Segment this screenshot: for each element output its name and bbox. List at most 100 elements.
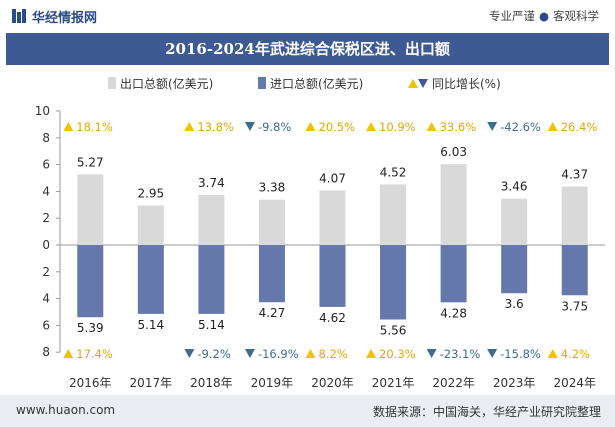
y-tick-label: 10 <box>35 104 50 118</box>
legend-export: 出口总额(亿美元) <box>108 73 213 93</box>
legend-import: 进口总额(亿美元) <box>258 73 363 93</box>
export-value-label: 3.46 <box>501 180 528 194</box>
import-bar <box>501 245 528 294</box>
export-bar <box>198 194 225 245</box>
y-tick-label: 6 <box>42 158 50 172</box>
growth-value-label: -9.8% <box>258 120 291 134</box>
export-value-label: 5.27 <box>77 155 104 169</box>
y-tick-label: 0 <box>42 238 50 252</box>
growth-up-triangle-icon <box>63 349 74 358</box>
import-bar <box>137 245 164 314</box>
logo-icon <box>12 9 26 23</box>
title-band: 2016-2024年武进综合保税区进、出口额 <box>6 33 609 65</box>
x-tick-label: 2018年 <box>190 376 233 390</box>
growth-down-triangle-icon <box>244 122 255 131</box>
import-value-label: 3.75 <box>561 299 588 313</box>
growth-value-label: 20.3% <box>379 347 416 361</box>
legend-import-swatch <box>258 77 266 89</box>
export-bar <box>258 199 285 245</box>
growth-up-triangle-icon <box>547 349 558 358</box>
x-tick-label: 2017年 <box>130 376 173 390</box>
import-value-label: 4.27 <box>259 306 286 320</box>
footer-source: 数据来源：中国海关，华经产业研究院整理 <box>372 405 601 419</box>
import-bar <box>258 245 285 303</box>
x-tick-label: 2019年 <box>251 376 294 390</box>
slogan-right: 客观科学 <box>553 9 599 23</box>
slogan: 专业严谨 ● 客观科学 <box>489 8 599 24</box>
legend: 出口总额(亿美元) 进口总额(亿美元) 同比增长(%) <box>0 73 615 93</box>
growth-value-label: -42.6% <box>500 120 541 134</box>
x-tick-label: 2022年 <box>432 376 475 390</box>
growth-down-triangle-icon <box>244 349 255 358</box>
import-bar <box>77 245 104 318</box>
x-tick-label: 2020年 <box>311 376 354 390</box>
export-value-label: 4.37 <box>561 167 588 181</box>
growth-up-triangle-icon <box>426 122 437 131</box>
legend-growth: 同比增长(%) <box>408 73 501 93</box>
site-name[interactable]: 华经情报网 <box>32 11 98 26</box>
import-bar <box>319 245 346 307</box>
import-value-label: 5.39 <box>77 321 104 335</box>
export-value-label: 4.52 <box>380 165 407 179</box>
export-bar <box>380 184 407 245</box>
growth-value-label: 4.2% <box>561 347 590 361</box>
growth-value-label: 33.6% <box>440 120 477 134</box>
growth-down-triangle-icon <box>487 349 498 358</box>
growth-value-label: 8.2% <box>319 347 348 361</box>
import-value-label: 3.6 <box>505 297 524 311</box>
y-tick-label: 8 <box>42 131 50 145</box>
export-bar <box>137 205 164 245</box>
growth-up-triangle-icon <box>184 122 195 131</box>
growth-value-label: 18.1% <box>76 120 113 134</box>
growth-down-triangle-icon <box>426 349 437 358</box>
growth-value-label: 10.9% <box>379 120 416 134</box>
growth-down-triangle-icon <box>487 122 498 131</box>
growth-value-label: -15.8% <box>500 347 541 361</box>
import-bar <box>561 245 588 296</box>
top-bar: 华经情报网 专业严谨 ● 客观科学 <box>0 0 615 32</box>
growth-up-triangle-icon <box>366 122 377 131</box>
import-value-label: 5.14 <box>137 318 164 332</box>
growth-value-label: -9.2% <box>197 347 230 361</box>
growth-value-label: 26.4% <box>561 120 598 134</box>
slogan-left: 专业严谨 <box>488 9 535 23</box>
export-value-label: 6.03 <box>440 145 467 159</box>
import-value-label: 5.14 <box>198 318 225 332</box>
export-bar <box>319 190 346 245</box>
footer-url[interactable]: www.huaon.com <box>16 403 116 417</box>
growth-up-triangle-icon <box>63 122 74 131</box>
chart-title: 2016-2024年武进综合保税区进、出口额 <box>165 40 450 58</box>
import-value-label: 4.62 <box>319 311 346 325</box>
y-tick-label: 2 <box>42 265 50 279</box>
export-value-label: 3.38 <box>259 181 286 195</box>
slogan-separator: ● <box>538 9 549 23</box>
y-tick-label: 2 <box>42 211 50 225</box>
growth-value-label: 20.5% <box>319 120 356 134</box>
export-bar <box>77 174 104 245</box>
y-tick-label: 8 <box>42 345 50 359</box>
legend-import-label: 进口总额(亿美元) <box>270 76 364 91</box>
export-value-label: 2.95 <box>137 186 164 200</box>
growth-up-triangle-icon <box>305 122 316 131</box>
growth-value-label: -23.1% <box>440 347 481 361</box>
export-bar <box>561 186 588 245</box>
import-value-label: 4.28 <box>440 306 467 320</box>
x-tick-label: 2024年 <box>553 376 596 390</box>
import-value-label: 5.56 <box>380 324 407 338</box>
x-tick-label: 2023年 <box>493 376 536 390</box>
export-value-label: 3.74 <box>198 176 225 190</box>
legend-growth-label: 同比增长(%) <box>432 76 501 91</box>
import-bar <box>440 245 467 303</box>
chart-area: 10 8 6 4 2 0 2 4 6 8 5.27 5.39 2016年 18.1% 17.4% 2.95 5.… <box>35 104 605 390</box>
growth-down-triangle-icon <box>184 349 195 358</box>
x-tick-label: 2021年 <box>372 376 415 390</box>
import-bar <box>380 245 407 320</box>
legend-export-swatch <box>108 77 116 89</box>
legend-down-triangle-icon <box>418 78 428 88</box>
growth-up-triangle-icon <box>547 122 558 131</box>
footer: www.huaon.com 数据来源：中国海关，华经产业研究院整理 <box>0 395 615 427</box>
legend-up-triangle-icon <box>408 78 418 88</box>
export-bar <box>501 198 528 245</box>
growth-up-triangle-icon <box>305 349 316 358</box>
growth-up-triangle-icon <box>366 349 377 358</box>
